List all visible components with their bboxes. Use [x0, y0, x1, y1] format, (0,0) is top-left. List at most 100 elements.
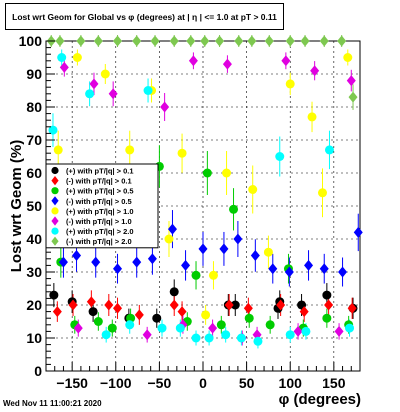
- data-point: [307, 112, 317, 122]
- data-point: [104, 299, 114, 311]
- data-point: [68, 299, 78, 311]
- data-point: [125, 320, 135, 330]
- data-point: [113, 302, 123, 314]
- data-point: [59, 61, 69, 73]
- data-point: [208, 270, 218, 280]
- data-point: [204, 333, 214, 343]
- data-point: [230, 300, 240, 310]
- data-point: [85, 89, 95, 99]
- y-tick-label: 10: [26, 330, 42, 346]
- data-point: [169, 35, 179, 47]
- data-point: [142, 329, 152, 341]
- data-point: [132, 35, 142, 47]
- legend-marker: [51, 227, 59, 235]
- data-point: [93, 317, 103, 326]
- data-point: [337, 35, 347, 47]
- data-point: [284, 266, 294, 278]
- legend-label: (-) with pT/|q| > 2.0: [66, 237, 132, 246]
- legend-label: (-) with pT/|q| > 1.0: [66, 217, 132, 226]
- data-point: [108, 88, 118, 100]
- data-point: [334, 325, 344, 337]
- y-tick-label: 20: [26, 297, 42, 313]
- data-point: [200, 35, 210, 47]
- legend: (+) with pT/|q| > 0.1 (-) with pT/|q| > 0…: [45, 163, 159, 249]
- data-point: [353, 226, 363, 238]
- data-point: [324, 299, 334, 311]
- data-point: [72, 250, 82, 261]
- data-point: [304, 259, 314, 271]
- x-tick-label: −100: [100, 375, 132, 391]
- data-point: [263, 247, 273, 257]
- legend-label: (-) with pT/|q| > 0.5: [66, 197, 132, 206]
- data-point: [265, 320, 275, 330]
- legend-label: (+) with pT/|q| > 0.1: [66, 167, 134, 176]
- data-point: [324, 145, 334, 155]
- data-point: [175, 323, 185, 333]
- data-point: [247, 35, 257, 47]
- legend-marker: [51, 166, 59, 175]
- x-axis-title: φ (degrees): [279, 391, 361, 408]
- legend-marker: [51, 207, 59, 215]
- data-point: [132, 256, 142, 268]
- data-point: [234, 35, 244, 47]
- data-point: [57, 53, 67, 62]
- data-point: [229, 204, 239, 214]
- data-point: [208, 322, 218, 334]
- x-tick-label: −150: [56, 375, 88, 391]
- data-point: [48, 125, 58, 135]
- data-point: [322, 290, 332, 300]
- data-point: [276, 299, 286, 311]
- y-tick-label: 50: [26, 198, 42, 214]
- data-point: [93, 35, 103, 47]
- data-point: [248, 185, 258, 194]
- legend-box: [45, 163, 159, 249]
- y-axis-title: Lost wrt Geom (%): [8, 140, 25, 273]
- axes: 0 10 20 30 40 50 60 70 80 90 100 −150 −100 −50 0 50 100 1…: [19, 33, 352, 391]
- legend-label: (+) with pT/|q| > 0.5: [66, 187, 134, 196]
- data-point: [113, 35, 123, 47]
- data-point: [89, 78, 99, 90]
- data-point: [150, 35, 160, 47]
- data-point: [125, 145, 135, 155]
- data-point: [167, 223, 177, 235]
- data-point: [322, 313, 332, 323]
- y-tick-label: 80: [26, 99, 42, 115]
- data-point: [177, 148, 187, 158]
- data-point: [345, 323, 355, 333]
- data-point: [253, 336, 263, 346]
- x-tick-label: 0: [199, 375, 207, 391]
- data-point: [143, 86, 153, 95]
- data-point: [152, 313, 162, 323]
- data-point: [338, 266, 348, 278]
- data-point: [319, 35, 329, 47]
- data-point: [198, 243, 208, 255]
- data-point: [160, 101, 170, 113]
- data-point: [268, 263, 278, 275]
- y-tick-label: 30: [26, 264, 42, 280]
- data-point: [285, 35, 295, 47]
- data-point: [100, 69, 110, 79]
- legend-marker: [51, 176, 59, 186]
- data-point: [244, 313, 254, 323]
- data-point: [202, 168, 212, 178]
- data-point: [219, 243, 229, 255]
- x-tick-label: 50: [239, 375, 255, 391]
- data-point: [216, 320, 226, 330]
- data-point: [281, 55, 291, 67]
- data-point: [348, 91, 358, 103]
- data-point: [134, 309, 144, 321]
- data-point: [310, 65, 320, 77]
- data-point: [49, 290, 59, 300]
- data-point: [86, 296, 96, 308]
- data-point: [236, 333, 246, 343]
- data-point: [73, 322, 83, 334]
- data-point: [224, 299, 234, 311]
- data-point: [222, 58, 232, 70]
- data-point: [319, 263, 329, 275]
- data-point: [88, 307, 98, 317]
- timestamp: Wed Nov 11 11:00:21 2020: [3, 399, 102, 408]
- x-tick-label: 150: [322, 375, 346, 391]
- data-point: [186, 35, 196, 47]
- y-tick-label: 40: [26, 231, 42, 247]
- data-point: [293, 325, 303, 337]
